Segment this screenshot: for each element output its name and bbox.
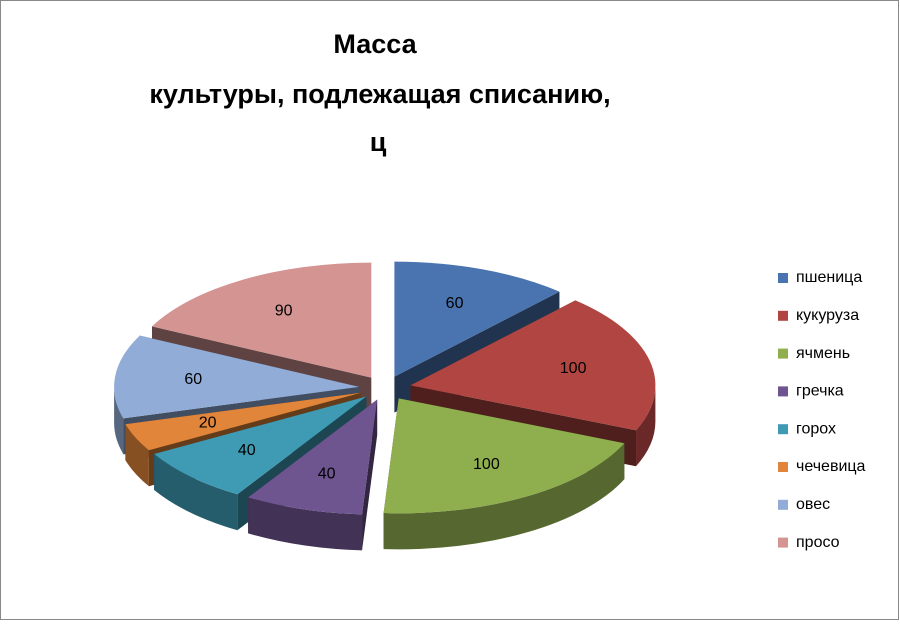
data-label: 90 [275, 302, 293, 319]
legend-label: ячмень [796, 345, 850, 362]
legend-swatch [778, 310, 788, 321]
slice-top [383, 398, 625, 514]
data-label: 20 [199, 414, 217, 431]
slice: 100 [383, 398, 625, 550]
slice-wall [383, 443, 625, 550]
legend-swatch [778, 348, 788, 359]
data-label: 40 [318, 465, 336, 482]
slice-top [248, 399, 378, 515]
slice-wall [636, 385, 656, 467]
slice-top [151, 262, 372, 378]
chart-title: ц [370, 127, 387, 157]
data-label: 40 [238, 442, 256, 459]
slice-top [114, 335, 360, 419]
slice-wall [248, 497, 363, 551]
legend-swatch [778, 537, 788, 548]
legend-label: овес [796, 496, 830, 513]
slice-top [154, 396, 367, 495]
legend-label: горох [796, 420, 836, 437]
chart-title: культуры, подлежащая списанию, [149, 79, 610, 109]
slice-side [125, 392, 362, 461]
data-label: 60 [446, 295, 464, 312]
legend-swatch [778, 424, 788, 435]
legend-swatch [778, 462, 788, 472]
legend-label: гречка [796, 383, 844, 400]
slice-top [410, 300, 656, 431]
chart-title: Масса [333, 29, 417, 59]
slice-top [394, 261, 560, 377]
slice: 40 [248, 399, 378, 551]
legend-label: просо [796, 534, 840, 551]
legend-swatch [778, 499, 788, 510]
slice-wall [125, 424, 149, 487]
data-label: 100 [473, 456, 500, 473]
slice-top [125, 392, 362, 451]
data-label: 100 [560, 360, 587, 377]
slice-wall [114, 386, 124, 455]
data-label: 60 [184, 371, 202, 388]
legend-swatch [778, 273, 788, 283]
legend-label: чечевица [796, 458, 866, 475]
legend-label: пшеница [796, 269, 862, 286]
slice-wall [154, 453, 238, 531]
legend-swatch [778, 386, 788, 397]
legend-label: кукуруза [796, 307, 859, 324]
